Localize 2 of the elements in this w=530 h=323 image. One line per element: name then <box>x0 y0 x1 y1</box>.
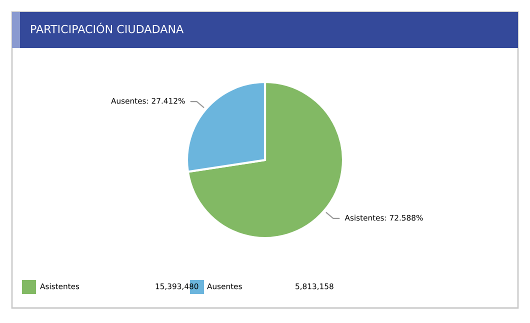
chart-title: PARTICIPACIÓN CIUDADANA <box>31 22 184 34</box>
pie-slice <box>186 80 344 240</box>
